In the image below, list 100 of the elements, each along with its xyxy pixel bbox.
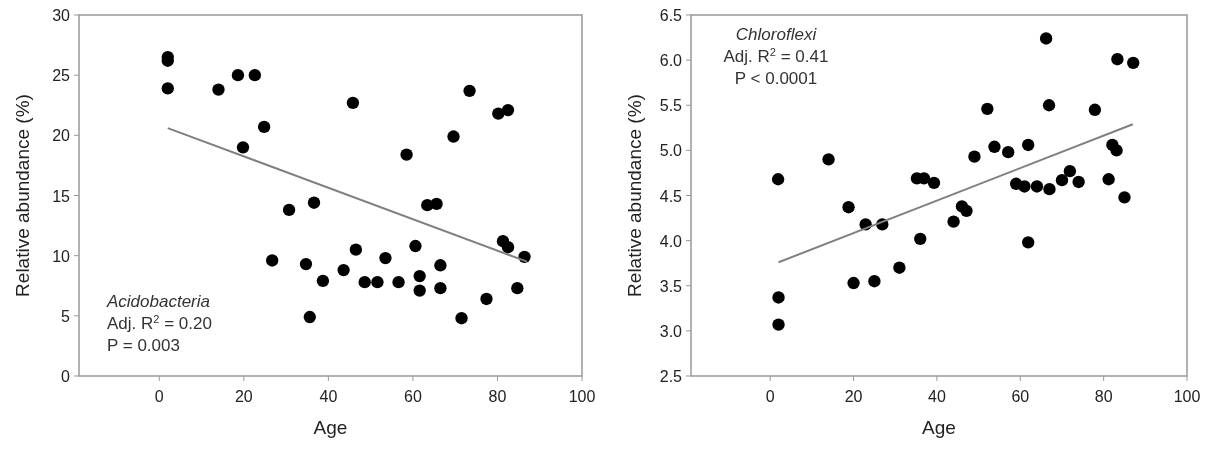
point <box>1118 191 1131 204</box>
point <box>1055 173 1069 187</box>
y-tick-label: 10 <box>52 247 71 265</box>
point <box>1072 175 1085 189</box>
point <box>914 232 927 245</box>
point <box>1018 180 1031 193</box>
annotation: Adj. R$^{2}$ = 0.41 <box>723 46 829 66</box>
point <box>501 103 515 117</box>
point <box>492 107 505 120</box>
point <box>1088 103 1102 116</box>
point <box>349 243 363 256</box>
x-tick-label: 100 <box>1173 388 1201 405</box>
point <box>337 263 350 277</box>
y-tick-label: 25 <box>52 67 71 85</box>
point <box>501 241 515 254</box>
x-axis-title: Age <box>313 417 348 438</box>
point <box>1127 56 1140 69</box>
point <box>282 203 296 217</box>
point <box>1022 236 1035 249</box>
annotation: Chloroflexi <box>735 25 818 44</box>
point <box>379 251 392 265</box>
point <box>893 261 906 274</box>
point <box>434 259 447 272</box>
y-tick-label: 3.0 <box>659 322 683 340</box>
point <box>265 254 279 267</box>
y-tick-label: 4.0 <box>659 232 683 250</box>
point <box>161 82 174 95</box>
point <box>307 196 321 209</box>
point <box>434 281 447 295</box>
x-tick-label: 20 <box>844 388 863 405</box>
x-tick-label: 40 <box>928 388 946 405</box>
point <box>316 274 330 288</box>
x-tick-label: 80 <box>1094 388 1113 405</box>
annotation: Adj. R$^{2}$ = 0.20 <box>107 313 212 333</box>
y-tick-label: 5.0 <box>659 142 683 160</box>
x-tick-label: 0 <box>765 388 775 405</box>
point <box>947 215 960 228</box>
point <box>822 153 835 166</box>
point <box>248 69 262 82</box>
y-tick-label: 30 <box>52 7 71 24</box>
x-tick-label: 80 <box>488 388 507 405</box>
y-tick-label: 5 <box>61 307 71 325</box>
point <box>358 275 371 289</box>
x-tick-label: 60 <box>404 388 422 405</box>
point <box>1063 164 1077 178</box>
annotation: P = 0.003 <box>107 336 180 355</box>
point <box>236 141 250 154</box>
x-tick-label: 60 <box>1011 388 1030 405</box>
point <box>771 173 785 186</box>
point <box>463 84 476 97</box>
point <box>346 96 360 110</box>
y-tick-label: 6.5 <box>659 7 683 24</box>
point <box>868 275 881 288</box>
y-tick-label: 5.5 <box>659 97 683 115</box>
annotation: P < 0.0001 <box>734 69 818 88</box>
annotation: Acidobacteria <box>106 292 211 311</box>
x-tick-label: 20 <box>234 388 253 405</box>
point <box>960 204 973 218</box>
point <box>1002 146 1015 159</box>
point <box>303 310 316 324</box>
point <box>231 69 245 82</box>
x-tick-label: 0 <box>154 388 164 405</box>
point <box>988 140 1001 153</box>
point <box>1110 144 1123 157</box>
point <box>1042 99 1056 112</box>
point <box>1111 53 1124 66</box>
point <box>455 312 468 325</box>
point <box>981 102 994 116</box>
point <box>413 284 426 297</box>
y-tick-label: 15 <box>52 187 71 205</box>
point <box>1030 180 1044 193</box>
point <box>968 150 981 163</box>
y-tick-label: 0 <box>61 368 71 385</box>
point <box>842 201 855 214</box>
point <box>772 318 785 331</box>
y-axis-title: Relative abundance (%) <box>624 94 645 297</box>
point <box>1039 32 1053 45</box>
y-tick-label: 6.0 <box>659 52 683 70</box>
x-tick-label: 40 <box>319 388 338 405</box>
y-tick-label: 20 <box>52 127 71 145</box>
point <box>1043 183 1056 196</box>
point <box>400 148 413 161</box>
point <box>430 197 443 211</box>
point <box>1022 138 1035 152</box>
y-axis-title: Relative abundance (%) <box>12 94 33 297</box>
point <box>413 269 426 283</box>
point <box>299 257 313 271</box>
point <box>1102 173 1115 186</box>
point <box>212 83 225 96</box>
point <box>847 276 860 290</box>
x-axis-title: Age <box>922 417 956 438</box>
point <box>447 130 460 143</box>
point <box>511 281 524 295</box>
point <box>371 275 384 289</box>
point <box>480 292 493 306</box>
y-tick-label: 2.5 <box>659 368 683 385</box>
point <box>392 275 405 289</box>
x-tick-label: 100 <box>568 388 596 405</box>
y-tick-label: 3.5 <box>659 277 683 295</box>
point <box>927 176 941 190</box>
